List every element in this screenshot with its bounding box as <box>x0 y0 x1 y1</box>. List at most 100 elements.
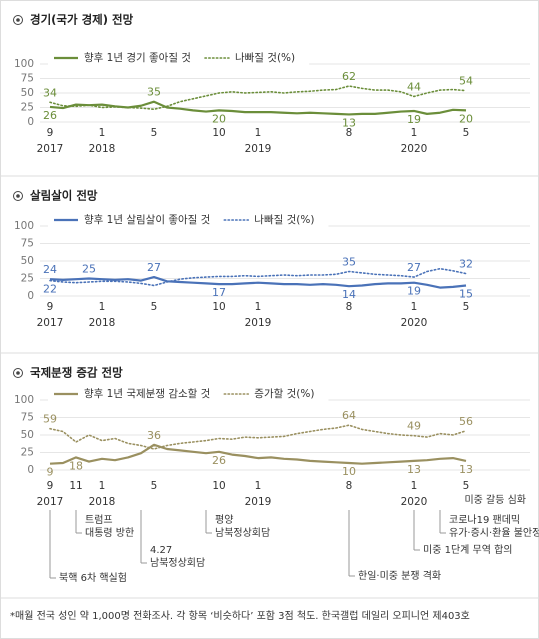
data-label: 25 <box>82 263 96 276</box>
data-label: 26 <box>212 454 226 467</box>
annotation: 평양 <box>215 514 233 526</box>
x-tick-label: 10 <box>212 301 225 313</box>
x-tick-label: 5 <box>463 480 470 492</box>
year-label: 2020 <box>401 317 428 329</box>
series-line <box>49 276 467 289</box>
data-label: 9 <box>47 466 54 479</box>
y-tick-label: 25 <box>21 102 34 114</box>
x-tick-label: 1 <box>411 301 418 313</box>
y-tick-label: 75 <box>21 412 34 424</box>
year-label: 2019 <box>245 317 272 329</box>
legend: 향후 1년 살림살이 좋아질 것 나빠질 것(%) <box>48 213 329 227</box>
year-label: 2018 <box>89 317 116 329</box>
data-label: 13 <box>342 116 356 129</box>
y-tick-label: 0 <box>27 290 34 302</box>
legend-background <box>48 213 329 227</box>
legend: 향후 1년 국제분쟁 감소할 것 증가할 것(%) <box>48 387 329 401</box>
y-tick-label: 50 <box>21 87 34 99</box>
annotation: 트럼프 <box>85 513 113 526</box>
data-label: 15 <box>459 288 473 301</box>
data-label: 18 <box>69 459 83 472</box>
year-label: 2017 <box>37 496 64 508</box>
data-label: 27 <box>147 261 161 274</box>
legend-label: 나빠질 것(%) <box>235 52 295 64</box>
annotation: 미중 1단계 무역 합의 <box>423 544 513 556</box>
x-tick-label: 5 <box>151 301 158 313</box>
data-label: 13 <box>407 463 421 476</box>
x-tick-label: 5 <box>151 480 158 492</box>
annotation: 미중 갈등 심화 <box>464 493 526 506</box>
x-tick-label: 10 <box>212 127 225 139</box>
x-tick-label: 9 <box>47 301 54 313</box>
title-marker <box>16 371 20 375</box>
x-tick-label: 1 <box>99 127 106 139</box>
legend-background <box>48 387 329 401</box>
chart-title: 살림살이 전망 <box>30 189 98 203</box>
x-tick-label: 1 <box>255 480 262 492</box>
footnote: *매월 전국 성인 약 1,000명 전화조사. 각 항목 ‘비슷하다’ 포함 … <box>10 609 470 622</box>
x-tick-label: 1 <box>255 301 262 313</box>
annotation: 남북정상회담 <box>215 527 270 539</box>
x-tick-label: 10 <box>212 480 225 492</box>
data-label: 35 <box>342 256 356 269</box>
y-tick-label: 100 <box>14 220 34 232</box>
x-tick-label: 9 <box>47 127 54 139</box>
year-label: 2019 <box>245 143 272 155</box>
title-marker <box>13 15 23 25</box>
data-label: 22 <box>43 283 57 296</box>
series-line <box>49 424 467 450</box>
year-label: 2020 <box>401 496 428 508</box>
legend-label: 향후 1년 살림살이 좋아질 것 <box>84 214 210 226</box>
legend-background <box>48 51 310 65</box>
y-tick-label: 100 <box>14 58 34 70</box>
title-marker <box>16 18 20 22</box>
year-label: 2018 <box>89 143 116 155</box>
legend-label: 향후 1년 경기 좋아질 것 <box>84 51 191 64</box>
y-tick-label: 0 <box>27 116 34 128</box>
x-tick-label: 5 <box>463 127 470 139</box>
x-tick-label: 11 <box>69 480 82 492</box>
x-tick-label: 1 <box>99 301 106 313</box>
x-tick-label: 8 <box>346 301 353 313</box>
legend-label: 나빠질 것(%) <box>254 214 314 226</box>
title-marker <box>13 368 23 378</box>
legend-label: 향후 1년 국제분쟁 감소할 것 <box>84 388 210 400</box>
data-label: 26 <box>43 109 57 122</box>
y-tick-label: 100 <box>14 394 34 406</box>
data-label: 19 <box>407 285 421 298</box>
x-tick-label: 8 <box>346 480 353 492</box>
x-tick-label: 5 <box>151 127 158 139</box>
data-label: 35 <box>147 86 161 99</box>
annotation: 북핵 6차 핵실험 <box>59 572 127 584</box>
data-label: 64 <box>342 409 356 422</box>
x-tick-label: 1 <box>411 480 418 492</box>
y-tick-label: 50 <box>21 429 34 441</box>
year-label: 2017 <box>37 317 64 329</box>
y-tick-label: 75 <box>21 73 34 85</box>
series-line <box>49 443 467 465</box>
data-label: 34 <box>43 86 57 99</box>
x-tick-label: 1 <box>99 480 106 492</box>
year-label: 2018 <box>89 496 116 508</box>
annotation: 유가·증시·환율 불안정 <box>449 527 539 539</box>
legend: 향후 1년 경기 좋아질 것 나빠질 것(%) <box>48 51 310 65</box>
data-label: 44 <box>407 80 421 93</box>
data-label: 56 <box>459 415 473 428</box>
series-line <box>49 267 467 287</box>
annotation: 대통령 방한 <box>85 527 134 539</box>
year-label: 2017 <box>37 143 64 155</box>
data-label: 19 <box>407 113 421 126</box>
x-tick-label: 5 <box>463 301 470 313</box>
data-label: 32 <box>459 258 473 271</box>
year-label: 2020 <box>401 143 428 155</box>
annotation: 코로나19 팬데믹 <box>449 514 520 526</box>
y-tick-label: 0 <box>27 464 34 476</box>
title-marker <box>16 194 20 198</box>
chart-title: 국제분쟁 증감 전망 <box>30 366 123 380</box>
data-label: 20 <box>459 112 473 125</box>
data-label: 36 <box>147 429 161 442</box>
x-tick-label: 9 <box>47 480 54 492</box>
data-label: 54 <box>459 75 473 88</box>
